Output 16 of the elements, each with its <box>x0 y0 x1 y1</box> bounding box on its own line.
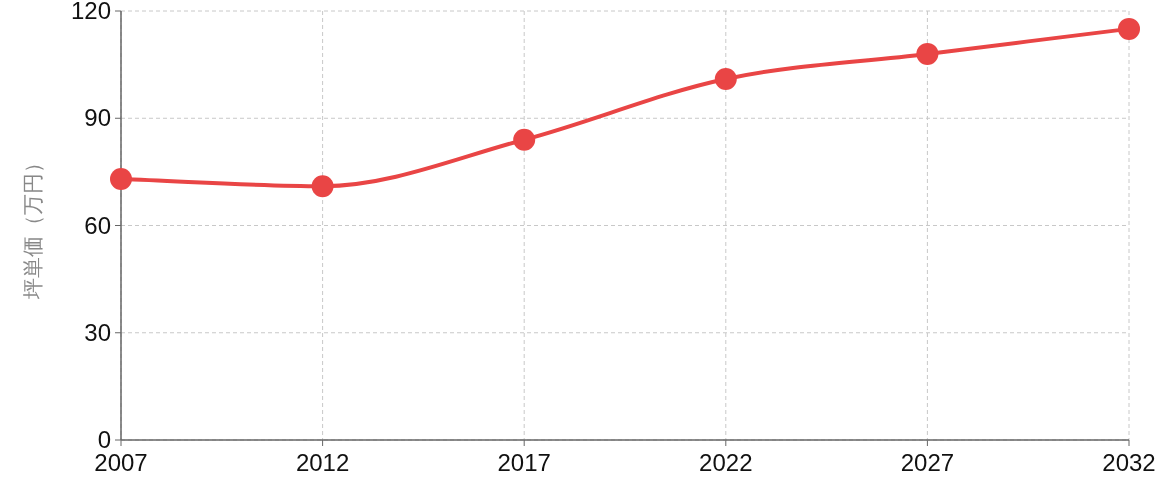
x-tick-label: 2027 <box>900 449 955 476</box>
x-tick-label: 2032 <box>1102 449 1156 476</box>
y-axis-title: 坪単価（万円） <box>21 152 44 300</box>
point <box>714 67 737 90</box>
y-tick-label: 120 <box>70 0 111 24</box>
point <box>311 175 334 198</box>
x-tick-label: 2022 <box>699 449 753 476</box>
y-tick-label: 60 <box>84 211 111 239</box>
y-tick-label: 30 <box>84 318 111 346</box>
y-tick-label: 90 <box>84 104 111 132</box>
point <box>916 42 939 65</box>
x-tick-label: 2017 <box>497 449 551 476</box>
point <box>1118 17 1140 40</box>
point <box>513 128 536 151</box>
point <box>110 168 132 191</box>
x-tick-label: 2012 <box>295 449 350 476</box>
